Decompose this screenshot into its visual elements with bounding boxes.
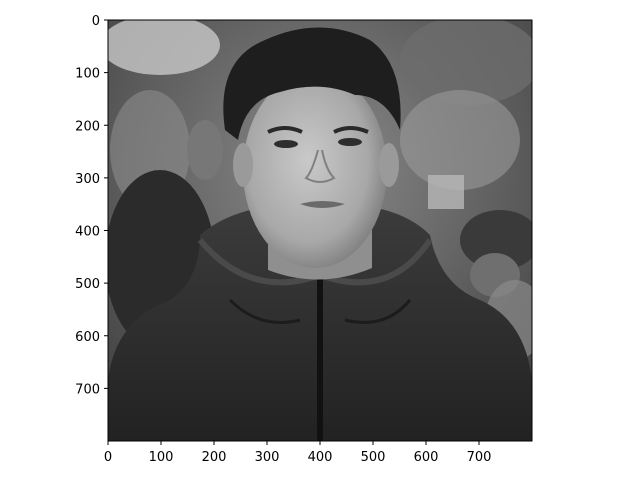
x-tick-label: 500 [361,450,386,465]
y-tick-label: 200 [75,119,100,134]
y-tick-label: 100 [75,67,100,82]
x-tick-label: 100 [149,450,174,465]
y-tick-label: 0 [92,14,100,29]
y-tick-label: 600 [75,330,100,345]
x-axis: 0 100 200 300 400 500 600 700 [104,441,492,465]
x-tick-label: 300 [255,450,280,465]
y-tick-label: 700 [75,382,100,397]
x-tick-label: 400 [308,450,333,465]
x-tick-label: 0 [104,450,112,465]
y-axis: 0 100 200 300 400 500 600 700 [75,14,108,397]
x-tick-label: 200 [202,450,227,465]
y-tick-label: 400 [75,225,100,240]
y-tick-label: 500 [75,277,100,292]
y-tick-label: 300 [75,172,100,187]
x-tick-label: 600 [414,450,439,465]
x-tick-label: 700 [467,450,492,465]
portrait-photo [108,20,532,441]
